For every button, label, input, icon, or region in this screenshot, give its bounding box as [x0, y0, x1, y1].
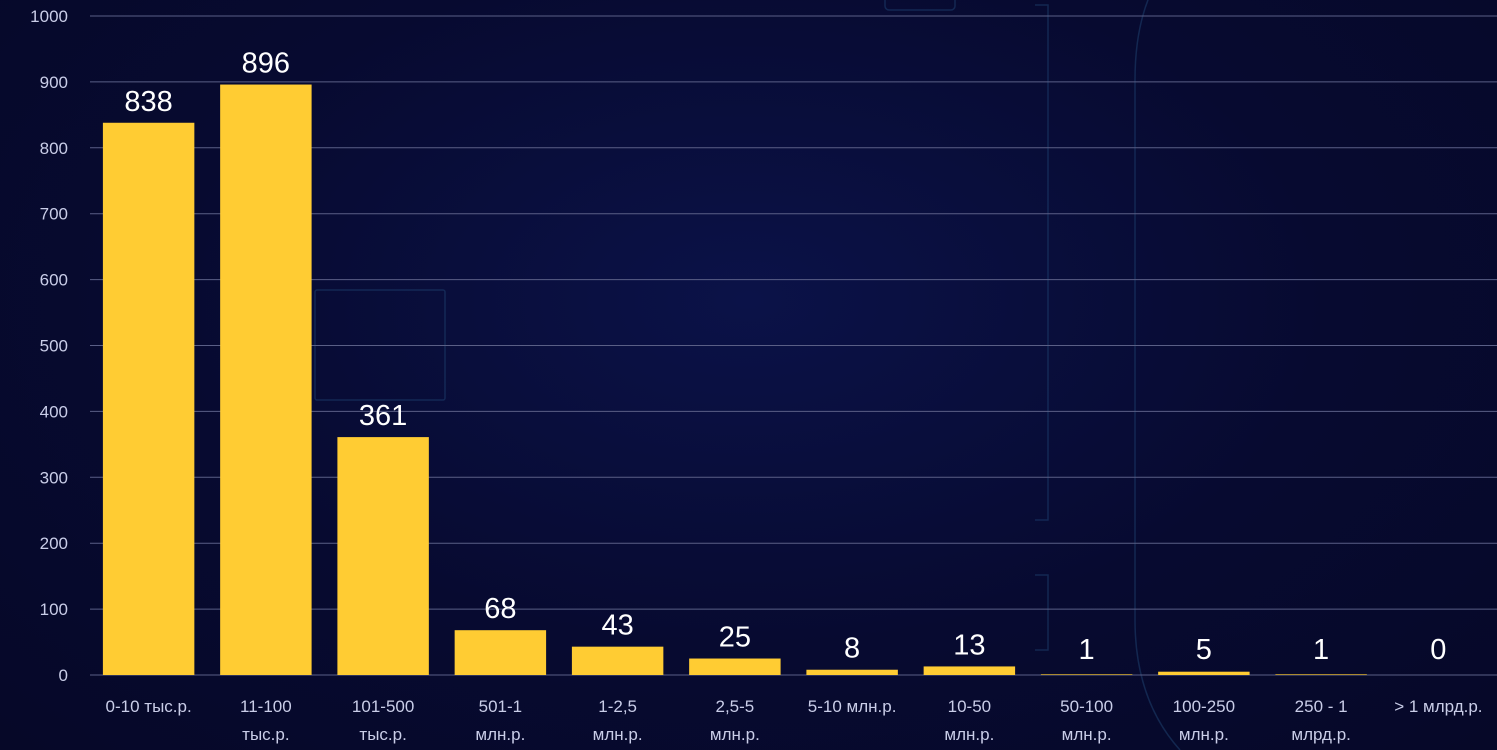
data-label: 361 — [359, 400, 407, 432]
y-tick-label: 300 — [40, 468, 68, 487]
x-tick-label-line: млн.р. — [1179, 725, 1229, 744]
bar — [102, 122, 195, 676]
bar — [1158, 671, 1250, 675]
data-label: 0 — [1430, 634, 1446, 666]
data-label: 68 — [484, 593, 516, 625]
x-tick-label-line: 501-1 — [479, 697, 522, 716]
data-label: 13 — [953, 629, 985, 661]
x-tick-label-line: млн.р. — [1062, 725, 1112, 744]
data-label: 5 — [1196, 634, 1212, 666]
x-tick-label: 250 - 1 млрд.р. — [1291, 697, 1351, 744]
data-label: 8 — [844, 633, 860, 665]
x-tick-label: 11-100 тыс.р. — [240, 697, 292, 744]
x-tick-label: 101-500 тыс.р. — [352, 697, 414, 744]
x-tick-label-line: > 1 млрд.р. — [1394, 697, 1482, 716]
bars — [102, 84, 1367, 676]
bar — [689, 658, 781, 675]
x-tick-label-line: тыс.р. — [359, 725, 406, 744]
x-tick-label-line: млрд.р. — [1291, 725, 1351, 744]
x-tick-label-line: 10-50 — [948, 697, 991, 716]
x-tick-label: 100-250 млн.р. — [1173, 697, 1235, 744]
x-axis-ticks: 0-10 тыс.р. 11-100 тыс.р. 101-500 тыс.р. 501-… — [106, 697, 1483, 744]
bar — [220, 84, 312, 675]
data-label: 1 — [1313, 634, 1329, 666]
y-tick-label: 400 — [40, 402, 68, 421]
data-labels: 838 896 361 68 43 25 8 13 1 5 1 0 — [124, 48, 1446, 666]
x-tick-label: 1-2,5 млн.р. — [593, 697, 643, 744]
y-tick-label: 200 — [40, 534, 68, 553]
bar — [1040, 674, 1133, 675]
x-tick-label-line: 1-2,5 — [598, 697, 637, 716]
data-label: 43 — [601, 610, 633, 642]
data-label: 896 — [242, 48, 290, 80]
y-tick-label: 700 — [40, 205, 68, 224]
y-tick-label: 600 — [40, 271, 68, 290]
x-tick-label-line: 250 - 1 — [1295, 697, 1348, 716]
x-tick-label-line: 100-250 — [1173, 697, 1235, 716]
y-tick-label: 900 — [40, 73, 68, 92]
x-tick-label-line: 50-100 — [1060, 697, 1113, 716]
x-tick-label-line: 11-100 — [240, 697, 292, 716]
bar — [454, 630, 547, 675]
y-tick-label: 800 — [40, 139, 68, 158]
x-tick-label-line: тыс.р. — [242, 725, 289, 744]
x-tick-label-line: 101-500 — [352, 697, 414, 716]
x-tick-label-line: млн.р. — [944, 725, 994, 744]
x-tick-label: 5-10 млн.р. — [808, 697, 897, 716]
data-label: 25 — [719, 622, 751, 654]
y-axis-ticks: 0 100 200 300 400 500 600 700 800 900 1000 — [30, 7, 68, 685]
x-tick-label: 10-50 млн.р. — [944, 697, 994, 744]
gridlines — [90, 15, 1497, 676]
y-tick-label: 100 — [40, 600, 68, 619]
bar — [923, 666, 1016, 675]
bar — [337, 437, 429, 675]
x-tick-label-line: млн.р. — [710, 725, 760, 744]
x-tick-label-line: 5-10 млн.р. — [808, 697, 897, 716]
x-tick-label: 0-10 тыс.р. — [106, 697, 192, 716]
data-label: 838 — [124, 86, 172, 118]
bar — [571, 646, 664, 675]
y-tick-label: 500 — [40, 337, 68, 356]
x-tick-label: 501-1 млн.р. — [475, 697, 525, 744]
x-tick-label: > 1 млрд.р. — [1394, 697, 1482, 716]
x-tick-label-line: 2,5-5 — [716, 697, 755, 716]
x-tick-label-line: млн.р. — [475, 725, 525, 744]
bar — [806, 669, 898, 675]
y-tick-label: 1000 — [30, 7, 68, 26]
data-label: 1 — [1079, 634, 1095, 666]
x-tick-label: 50-100 млн.р. — [1060, 697, 1113, 744]
y-tick-label: 0 — [59, 666, 68, 685]
x-tick-label-line: млн.р. — [593, 725, 643, 744]
x-tick-label-line: 0-10 тыс.р. — [106, 697, 192, 716]
bar — [1275, 674, 1367, 675]
x-tick-label: 2,5-5 млн.р. — [710, 697, 760, 744]
